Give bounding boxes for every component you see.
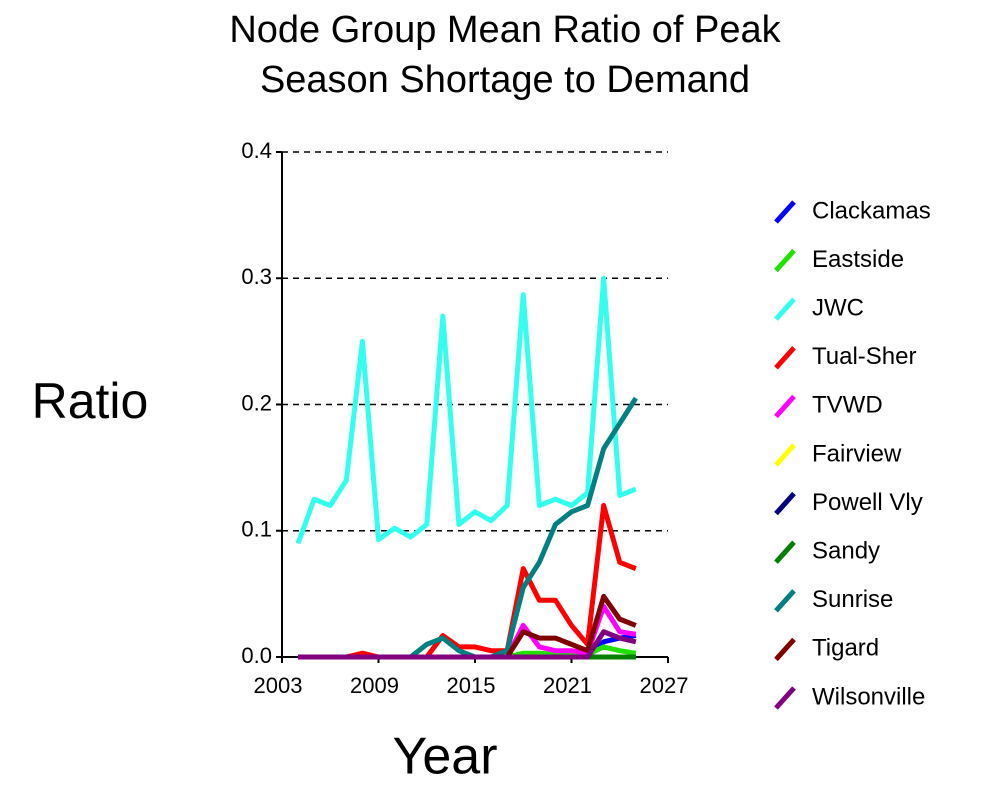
- x-tick-label: 2027: [640, 673, 689, 698]
- legend-label: Sandy: [812, 538, 880, 565]
- y-tick-label: 0.0: [241, 643, 272, 668]
- legend-swatch: [774, 491, 796, 516]
- legend-label: JWC: [812, 295, 864, 322]
- y-tick-label: 0.2: [241, 390, 272, 415]
- legend-swatch: [774, 346, 796, 370]
- legend-swatch: [774, 248, 796, 273]
- legend-swatch: [774, 297, 796, 321]
- chart-title: Season Shortage to Demand: [260, 59, 750, 101]
- series-line: [298, 629, 637, 660]
- x-tick-label: 2003: [254, 673, 303, 698]
- legend-swatch: [774, 443, 796, 467]
- legend-label: Tual-Sher: [812, 343, 916, 370]
- legend-label: Sunrise: [812, 586, 893, 613]
- y-tick-label: 0.1: [241, 517, 272, 542]
- x-tick-label: 2015: [447, 673, 496, 698]
- legend-label: Powell Vly: [812, 489, 923, 516]
- series-line: [295, 275, 637, 545]
- legend-swatch: [774, 637, 796, 662]
- chart-title: Node Group Mean Ratio of Peak: [229, 9, 781, 51]
- legend-swatch: [774, 589, 796, 613]
- legend-swatch: [774, 394, 796, 419]
- series-line: [298, 396, 638, 660]
- legend-swatch: [774, 200, 796, 224]
- x-axis-label: Year: [392, 728, 497, 785]
- legend-label: Wilsonville: [812, 683, 925, 710]
- y-tick-label: 0.3: [241, 264, 272, 289]
- x-tick-label: 2009: [350, 673, 399, 698]
- legend-label: Fairview: [812, 440, 902, 467]
- legend-label: Eastside: [812, 246, 904, 273]
- legend-label: Tigard: [812, 635, 879, 662]
- y-tick-label: 0.4: [241, 138, 272, 163]
- x-tick-label: 2021: [543, 673, 592, 698]
- legend-label: TVWD: [812, 392, 883, 419]
- legend-swatch: [774, 686, 796, 710]
- legend-label: Clackamas: [812, 197, 931, 224]
- y-axis-label: Ratio: [32, 373, 149, 429]
- legend-swatch: [774, 540, 796, 564]
- series-line: [298, 503, 637, 660]
